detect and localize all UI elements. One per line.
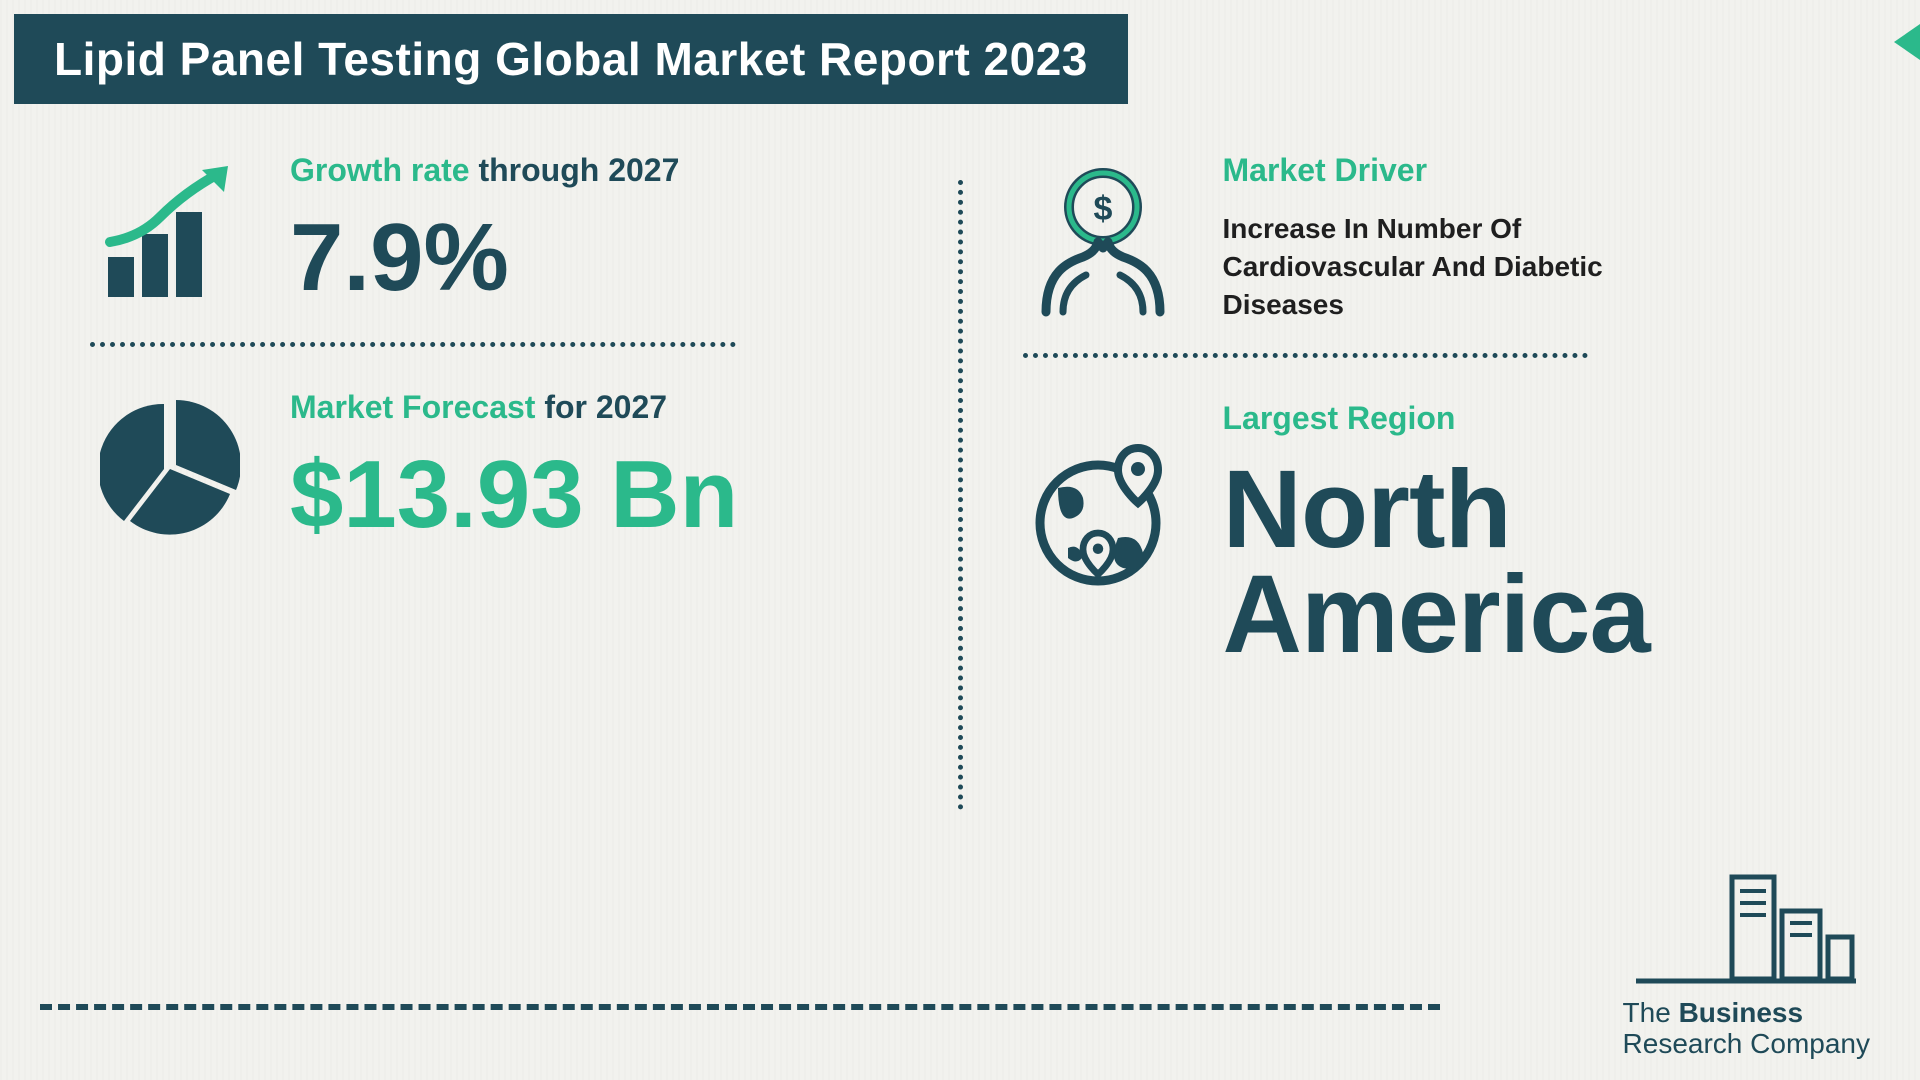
forecast-text: Market Forecast for 2027 $13.93 Bn bbox=[290, 387, 898, 543]
pie-chart-icon bbox=[90, 387, 250, 539]
growth-text: Growth rate through 2027 7.9% bbox=[290, 150, 898, 306]
forecast-label: Market Forecast for 2027 bbox=[290, 387, 898, 427]
forecast-value: $13.93 Bn bbox=[290, 447, 898, 543]
page-title: Lipid Panel Testing Global Market Report… bbox=[14, 14, 1128, 104]
hands-coin-icon: $ bbox=[1023, 150, 1183, 322]
region-value: North America bbox=[1223, 458, 1831, 667]
forecast-label-muted: for 2027 bbox=[535, 389, 667, 425]
svg-text:$: $ bbox=[1093, 190, 1112, 228]
logo-line1-bold: Business bbox=[1679, 997, 1804, 1028]
left-horizontal-divider bbox=[90, 342, 736, 347]
region-label: Largest Region bbox=[1223, 398, 1831, 438]
growth-label: Growth rate through 2027 bbox=[290, 150, 898, 190]
logo-text: The Business Research Company bbox=[1623, 998, 1870, 1060]
vertical-divider bbox=[958, 180, 963, 810]
logo-line2: Research Company bbox=[1623, 1028, 1870, 1059]
right-column: $ Market Driver Increase In Number Of Ca… bbox=[1023, 150, 1831, 920]
growth-value: 7.9% bbox=[290, 210, 898, 306]
growth-label-accent: Growth rate bbox=[290, 152, 470, 188]
largest-region-block: Largest Region North America bbox=[1023, 398, 1831, 667]
bottom-dashed-rule bbox=[40, 1004, 1440, 1010]
growth-icon bbox=[90, 150, 250, 312]
growth-rate-block: Growth rate through 2027 7.9% bbox=[90, 150, 898, 312]
buildings-icon bbox=[1636, 867, 1856, 987]
logo-line1-prefix: The bbox=[1623, 997, 1679, 1028]
left-column: Growth rate through 2027 7.9% Market bbox=[90, 150, 898, 920]
forecast-label-accent: Market Forecast bbox=[290, 389, 535, 425]
market-driver-block: $ Market Driver Increase In Number Of Ca… bbox=[1023, 150, 1831, 323]
corner-accent-triangle bbox=[1894, 24, 1920, 60]
region-line2: America bbox=[1223, 553, 1650, 676]
driver-label-text: Market Driver bbox=[1223, 152, 1428, 188]
driver-label: Market Driver bbox=[1223, 150, 1831, 190]
company-logo: The Business Research Company bbox=[1623, 867, 1870, 1060]
forecast-block: Market Forecast for 2027 $13.93 Bn bbox=[90, 387, 898, 543]
globe-pin-icon bbox=[1023, 398, 1183, 598]
region-text-box: Largest Region North America bbox=[1223, 398, 1831, 667]
growth-label-muted: through 2027 bbox=[470, 152, 680, 188]
driver-text-box: Market Driver Increase In Number Of Card… bbox=[1223, 150, 1831, 323]
content-grid: Growth rate through 2027 7.9% Market bbox=[90, 150, 1830, 920]
driver-description: Increase In Number Of Cardiovascular And… bbox=[1223, 210, 1643, 323]
right-horizontal-divider bbox=[1023, 353, 1588, 358]
region-label-text: Largest Region bbox=[1223, 400, 1456, 436]
infographic-page: Lipid Panel Testing Global Market Report… bbox=[0, 0, 1920, 1080]
